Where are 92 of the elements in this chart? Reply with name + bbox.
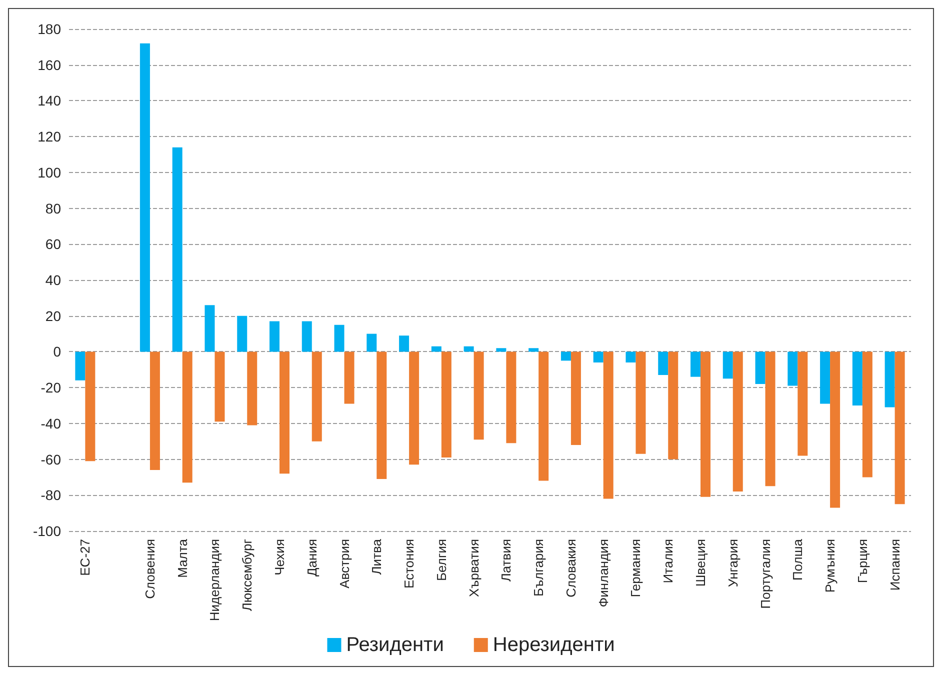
bar [312, 352, 322, 442]
bar [280, 352, 290, 474]
x-tick-label: Словения [142, 539, 158, 599]
bar [441, 352, 452, 458]
bar [894, 352, 905, 504]
y-tick-label: 160 [38, 56, 62, 73]
x-tick-label: Люксембург [240, 538, 255, 612]
x-tick-label: Полша [790, 538, 806, 581]
x-tick-label: Малта [174, 538, 190, 578]
x-tick-label: Литва [369, 538, 384, 575]
bar [830, 352, 840, 508]
bar [852, 352, 862, 406]
bar [150, 352, 160, 470]
bar [214, 352, 225, 422]
bar [85, 352, 96, 462]
bar [668, 352, 678, 460]
y-tick-label: 120 [38, 128, 62, 145]
x-tick-label: Финландия [596, 539, 611, 608]
x-tick-label: Нидерландия [207, 539, 222, 622]
bar [820, 352, 830, 404]
legend-label: Нерезиденти [492, 634, 615, 656]
x-tick-label: Дания [304, 539, 320, 577]
x-tick-label: Испания [887, 539, 902, 591]
bar [700, 352, 710, 497]
bar [538, 352, 549, 481]
bar [75, 352, 86, 380]
bar [237, 316, 248, 352]
y-tick-label: 0 [53, 344, 62, 360]
y-tick-label: 140 [38, 92, 62, 109]
bar [626, 352, 636, 362]
bar [788, 352, 798, 386]
bar [765, 352, 776, 486]
bar [344, 352, 354, 404]
x-tick-label: Швеция [693, 539, 708, 587]
bar [528, 348, 539, 352]
bar [172, 147, 182, 352]
x-tick-label: Гърция [854, 539, 870, 584]
bar [399, 336, 410, 352]
x-tick-label: ЕС-27 [78, 539, 93, 576]
x-tick-label: Хърватия [466, 539, 482, 597]
bar [464, 346, 474, 352]
bar [658, 352, 668, 376]
bar [862, 352, 872, 478]
bar [334, 324, 344, 352]
bar [732, 352, 743, 492]
bar [722, 352, 733, 379]
legend-label: Резиденти [346, 634, 444, 656]
x-tick-label: Белгия [434, 539, 449, 581]
x-tick-label: България [531, 539, 546, 596]
y-tick-label: -60 [40, 451, 62, 468]
x-tick-label: Словакия [563, 539, 578, 598]
bar [182, 352, 192, 483]
x-tick-label: Португалия [758, 539, 773, 609]
y-tick-label: -20 [40, 380, 62, 396]
bar [506, 352, 516, 444]
x-tick-label: Чехия [272, 539, 287, 576]
bar [474, 352, 484, 440]
x-tick-label: Румъния [822, 539, 838, 593]
bar [690, 352, 700, 377]
bar [798, 352, 808, 456]
bar [270, 321, 280, 352]
x-tick-label: Италия [660, 539, 676, 584]
bar [409, 352, 420, 465]
y-tick-label: -40 [40, 415, 62, 432]
bar [603, 352, 614, 499]
bar [884, 352, 895, 408]
x-tick-label: Германия [628, 539, 644, 598]
y-tick-label: -80 [40, 487, 62, 504]
bar [593, 352, 604, 362]
y-tick-label: 60 [45, 236, 62, 252]
bar [560, 352, 571, 361]
x-tick-label: Латвия [498, 539, 514, 582]
y-tick-label: 40 [45, 272, 62, 288]
bar [140, 43, 150, 352]
y-tick-label: 180 [38, 21, 62, 37]
y-tick-label: 100 [38, 164, 62, 180]
y-tick-label: 20 [45, 308, 62, 324]
bar [247, 352, 258, 426]
bar [366, 334, 377, 352]
x-tick-label: Унгария [725, 539, 740, 588]
bar [204, 305, 215, 352]
y-tick-label: 80 [45, 200, 62, 216]
bar [636, 352, 646, 454]
bar [431, 346, 442, 352]
x-tick-label: Естония [402, 539, 417, 589]
bar [302, 321, 312, 352]
bar [570, 352, 581, 445]
y-tick-label: -100 [32, 523, 62, 539]
x-tick-label: Австрия [336, 539, 352, 588]
bar [496, 348, 506, 352]
bar [376, 352, 387, 480]
bar [755, 352, 766, 384]
